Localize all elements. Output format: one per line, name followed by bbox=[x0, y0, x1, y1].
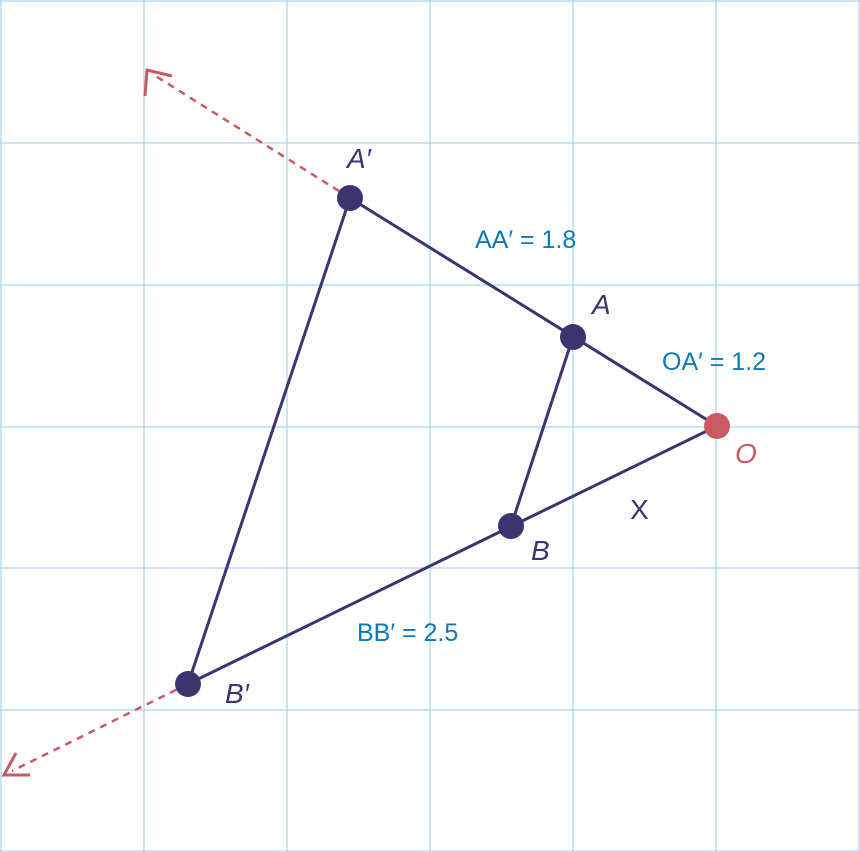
label-a: A bbox=[592, 289, 611, 320]
unknown-x-label: X bbox=[630, 494, 649, 525]
segment-a-b bbox=[509, 336, 575, 527]
segment-o-b-prime bbox=[187, 424, 718, 686]
ray-arrowhead-top bbox=[143, 68, 173, 97]
label-b: B bbox=[531, 535, 550, 566]
point-a bbox=[560, 324, 586, 350]
label-o: O bbox=[735, 438, 757, 469]
segment-o-a-prime bbox=[349, 196, 718, 428]
point-o-center bbox=[704, 413, 730, 439]
measure-oa-prime: OA′ = 1.2 bbox=[662, 348, 767, 376]
ray-arrowhead-bottom bbox=[1, 752, 30, 777]
measure-bb-prime: BB′ = 2.5 bbox=[357, 619, 459, 647]
segment-a-prime-b-prime bbox=[186, 197, 352, 685]
label-b-prime: B′ bbox=[225, 678, 249, 709]
ray-through-a-prime bbox=[153, 73, 351, 200]
point-b bbox=[498, 513, 524, 539]
measure-aa-prime: AA′ = 1.8 bbox=[475, 226, 577, 254]
point-b-prime bbox=[175, 671, 201, 697]
label-a-prime: A′ bbox=[347, 143, 371, 174]
point-a-prime bbox=[337, 185, 363, 211]
ray-through-b-prime bbox=[11, 682, 189, 773]
